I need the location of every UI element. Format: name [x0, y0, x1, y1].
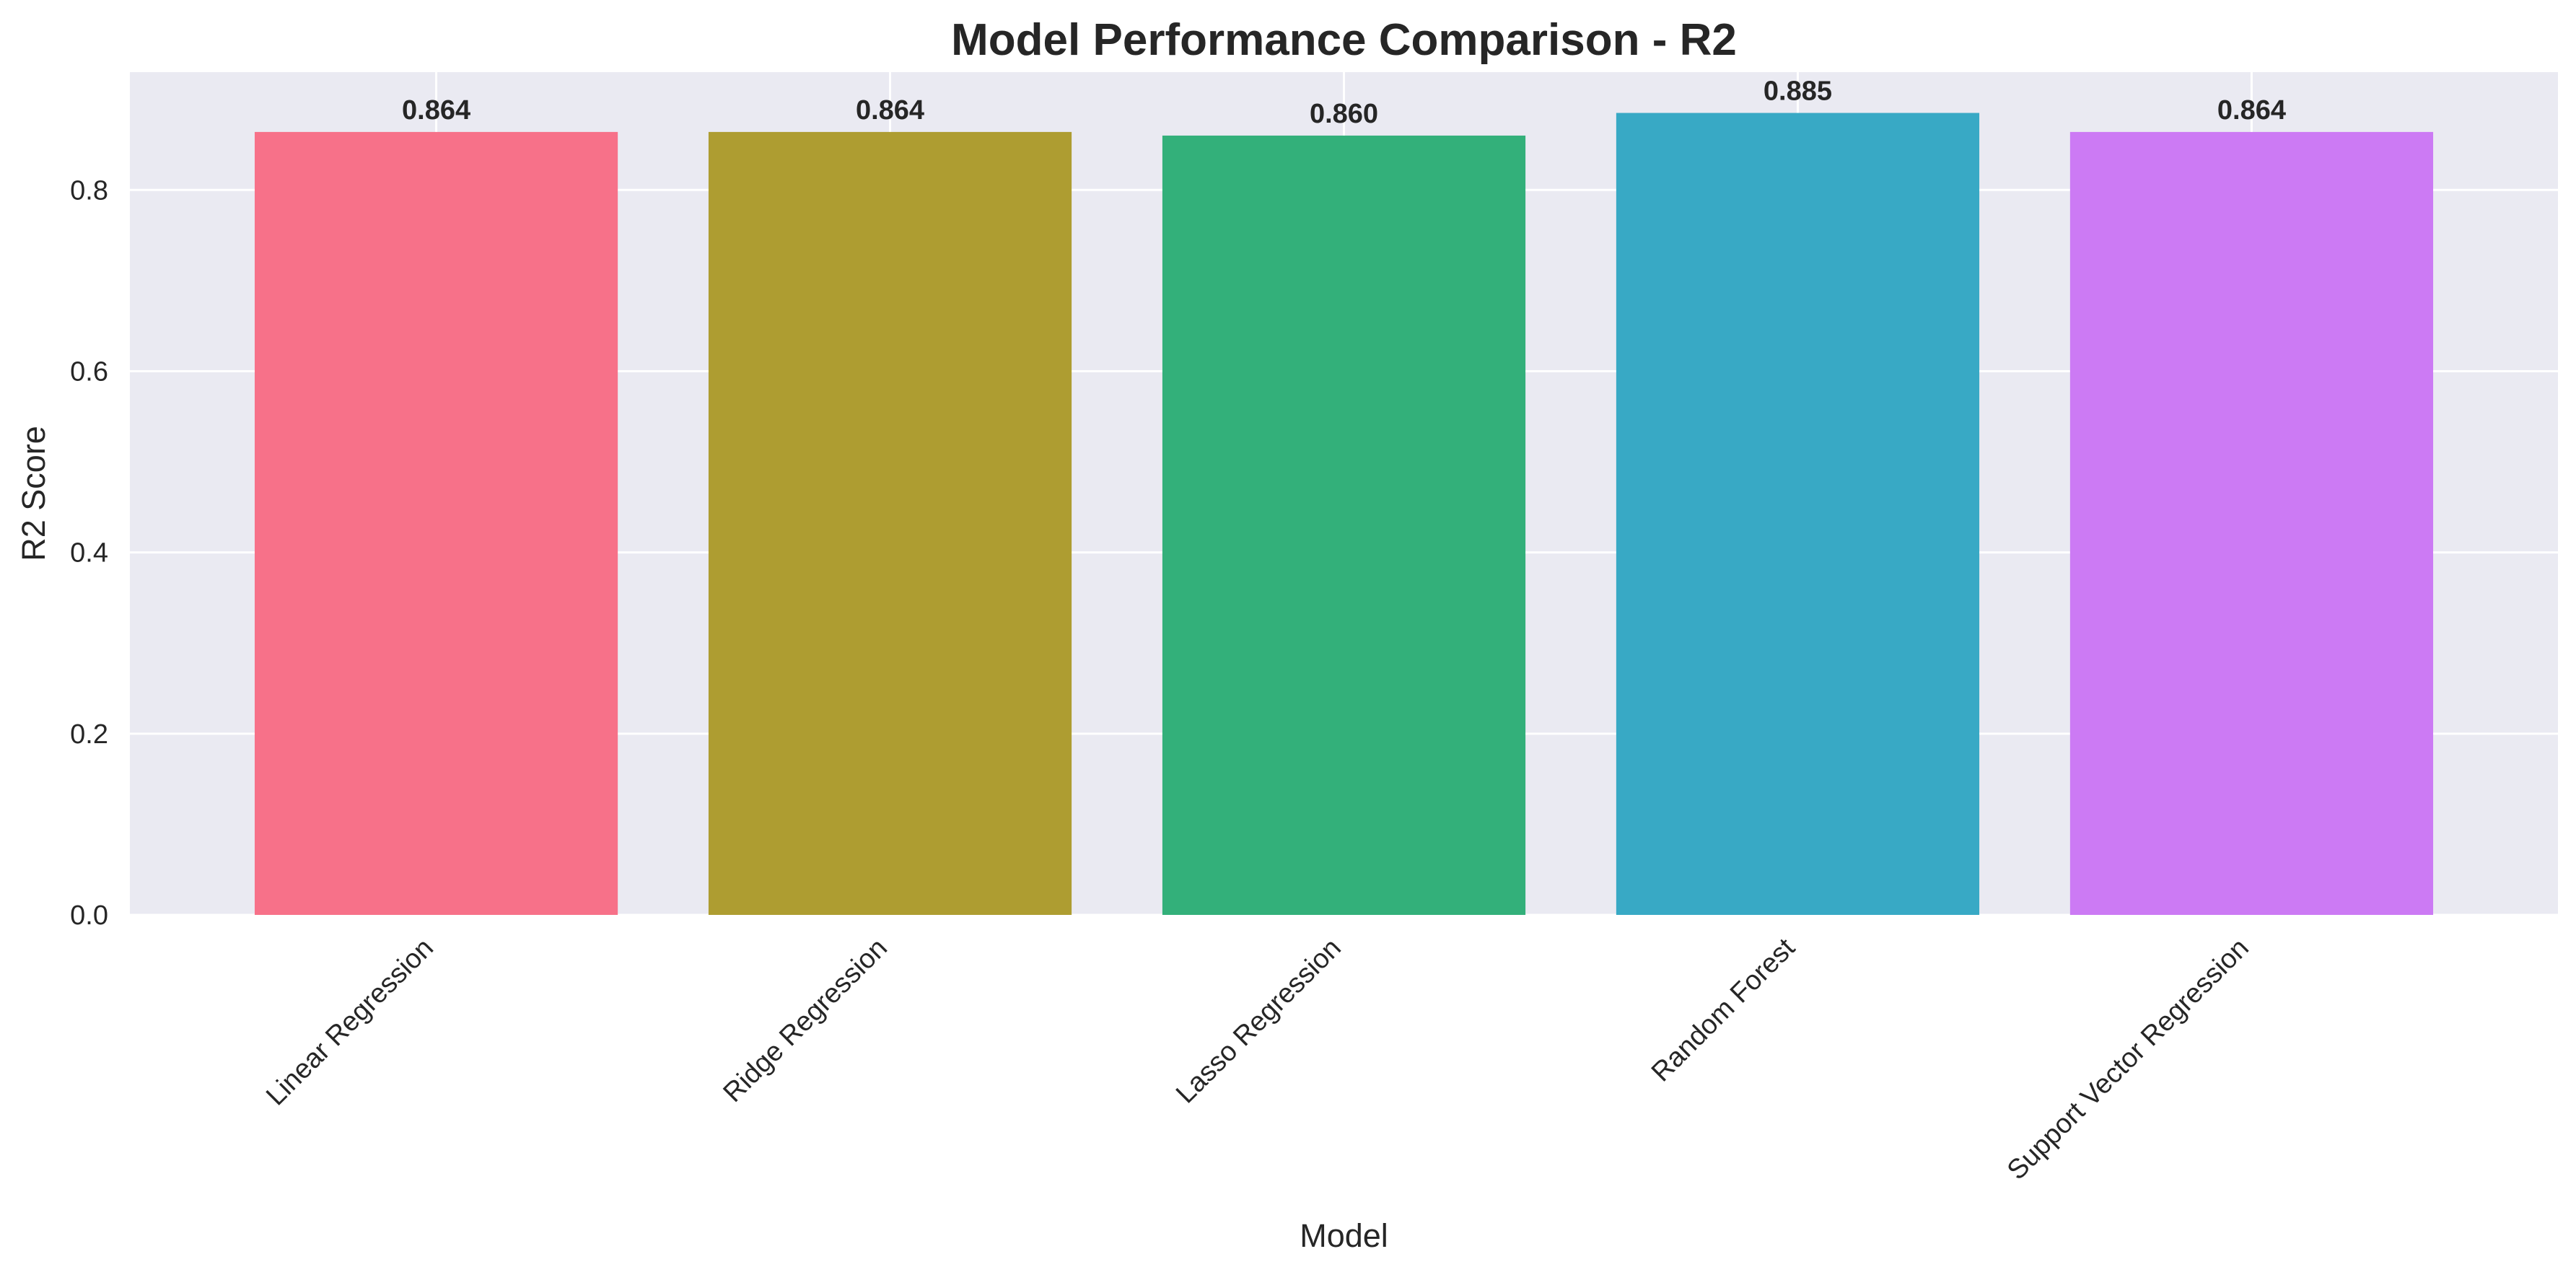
bar-value-label: 0.864	[856, 95, 924, 126]
x-axis-ticks: Linear Regression Ridge Regression Lasso R…	[260, 932, 2255, 1185]
y-axis-label: R2 Score	[15, 426, 52, 561]
bar-value-label: 0.864	[2217, 95, 2286, 126]
bar-random-forest	[1616, 113, 1980, 916]
x-tick-label: Lasso Regression	[1170, 933, 1347, 1110]
x-tick-label: Random Forest	[1646, 932, 1801, 1087]
y-tick-label: 0.0	[70, 900, 108, 931]
bars	[254, 113, 2434, 916]
chart-title: Model Performance Comparison - R2	[951, 15, 1737, 65]
x-axis-label: Model	[1300, 1217, 1388, 1254]
bar-linear-regression	[254, 131, 618, 915]
bar-ridge-regression	[708, 131, 1072, 915]
x-tick-label: Support Vector Regression	[2002, 933, 2255, 1186]
x-tick-label: Linear Regression	[260, 933, 439, 1112]
bar-lasso-regression	[1162, 135, 1526, 916]
y-tick-label: 0.8	[70, 175, 108, 206]
bar-value-label: 0.860	[1310, 99, 1378, 129]
bar-support-vector-regression	[2069, 131, 2434, 915]
y-tick-label: 0.4	[70, 538, 108, 569]
x-tick-label: Ridge Regression	[718, 933, 893, 1108]
y-tick-label: 0.2	[70, 719, 108, 750]
bar-value-label: 0.864	[402, 95, 470, 126]
y-axis-ticks: 0.0 0.2 0.4 0.6 0.8	[70, 175, 108, 931]
value-labels: 0.864 0.864 0.860 0.885 0.864	[402, 76, 2286, 129]
bar-value-label: 0.885	[1764, 76, 1832, 107]
y-tick-label: 0.6	[70, 356, 108, 387]
